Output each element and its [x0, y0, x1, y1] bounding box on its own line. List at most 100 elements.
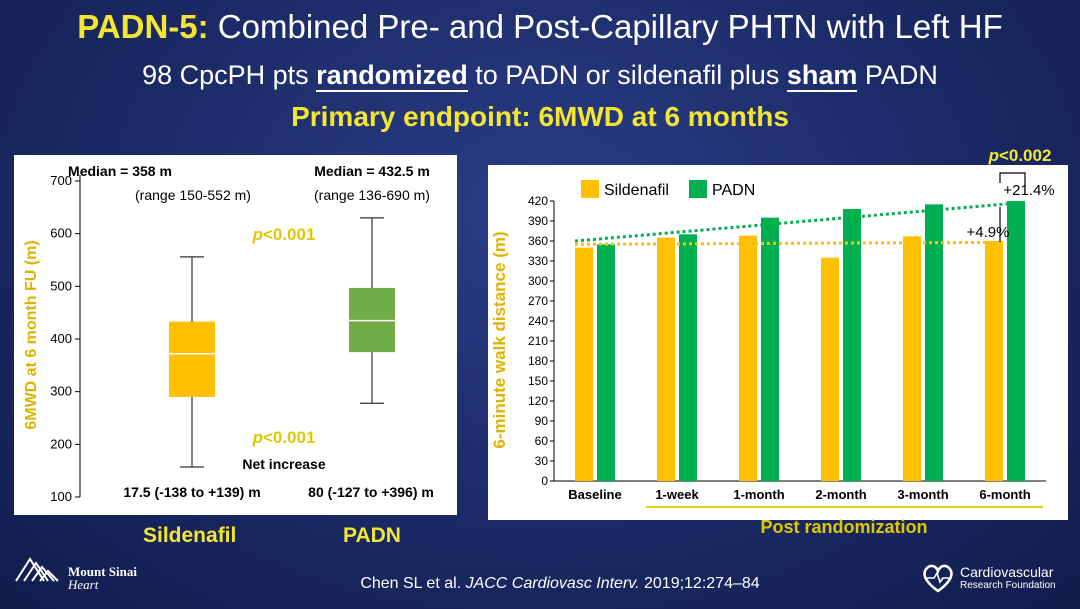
subtitle-part-5: PADN [857, 60, 938, 90]
barchart-tick-label: 180 [528, 354, 548, 368]
barchart-category-label: 2-month [815, 487, 866, 502]
barchart-tick-label: 240 [528, 314, 548, 328]
barchart-tick-label: 60 [535, 434, 549, 448]
barchart-tick-label: 420 [528, 194, 548, 208]
boxplot-y-axis: 100 200 300 400 500 600 700 [50, 173, 81, 504]
bar-padn-6-month [1007, 201, 1025, 481]
barchart-category-label: Baseline [568, 487, 621, 502]
barchart-tick-label: 270 [528, 294, 548, 308]
boxplot-groups [169, 217, 395, 468]
barchart-tick-label: 30 [535, 454, 549, 468]
bar-sildenafil-2-month [821, 257, 839, 481]
title-highlight: PADN-5: [77, 8, 209, 45]
barchart-tick-label: 360 [528, 234, 548, 248]
barchart-category-label: 3-month [897, 487, 948, 502]
sildenafil-median-label: Median = 358 m [68, 163, 172, 179]
bar-padn-1-week [679, 234, 697, 481]
padn-range-label: (range 136-690 m) [314, 187, 430, 203]
padn-net-label: 80 (-127 to +396) m [308, 484, 434, 500]
barchart-category-label: 1-week [655, 487, 699, 502]
bar-padn-2-month [843, 209, 861, 481]
barchart-tick-label: 150 [528, 374, 548, 388]
net-increase-label: Net increase [242, 456, 325, 472]
sildenafil-change-label: +4.9% [967, 224, 1010, 241]
boxplot-tick-label: 200 [50, 436, 72, 451]
primary-endpoint: Primary endpoint: 6MWD at 6 months [291, 101, 789, 132]
barchart-tick-label: 210 [528, 334, 548, 348]
boxplot-chart: 100 200 300 400 500 600 700 6MWD at 6 month FU… [14, 155, 457, 515]
boxplot-tick-label: 300 [50, 384, 72, 399]
bar-sildenafil-baseline [575, 247, 593, 481]
mount-sinai-mark-icon [15, 557, 59, 582]
mount-sinai-sub: Heart [68, 577, 99, 592]
padn-group-label: PADN [343, 524, 401, 547]
bar-padn-1-month [761, 217, 779, 481]
significance-bracket [999, 172, 1026, 187]
barchart-tick-label: 90 [535, 414, 549, 428]
title-rest: Combined Pre- and Post-Capillary PHTN wi… [208, 8, 1003, 45]
barchart-tick-label: 120 [528, 394, 548, 408]
mount-sinai-name: Mount Sinai [68, 564, 137, 579]
legend-sildenafil-label: Sildenafil [604, 182, 669, 199]
padn-change-label: +21.4% [1003, 182, 1054, 199]
boxplot-tick-label: 100 [50, 489, 72, 504]
boxplot-tick-label: 500 [50, 278, 72, 293]
boxplot-p-top-letter: p [252, 225, 263, 244]
bar-sildenafil-6-month [985, 241, 1003, 481]
subtitle-part-3: to PADN or sildenafil plus [467, 60, 787, 90]
citation-journal: JACC Cardiovasc Interv. [465, 575, 640, 592]
crf-logo: Cardiovascular Research Foundation [920, 562, 1056, 594]
crf-name: Cardiovascular [960, 564, 1054, 580]
barchart-category-label: 1-month [733, 487, 784, 502]
mount-sinai-logo: Mount Sinai Heart [14, 551, 137, 591]
bar-sildenafil-1-month [739, 235, 757, 481]
boxplot-y-label: 6MWD at 6 month FU (m) [23, 240, 40, 429]
boxplot-tick-label: 600 [50, 226, 72, 241]
slide-title: PADN-5: Combined Pre- and Post-Capillary… [0, 8, 1080, 46]
citation-prefix: Chen SL et al. [360, 575, 466, 592]
sildenafil-group-label: Sildenafil [143, 524, 237, 547]
boxplot-box-sildenafil [169, 321, 215, 397]
barchart-bars [575, 201, 1025, 482]
barchart-tick-label: 330 [528, 254, 548, 268]
boxplot-p-bottom-letter: p [252, 428, 263, 447]
boxplot-tick-label: 400 [50, 331, 72, 346]
barchart-p-letter: p [988, 146, 999, 165]
legend-sildenafil-swatch [581, 180, 599, 198]
barchart-p-value: p<0.002 [988, 146, 1052, 165]
subtitle-part-1: 98 CpcPH pts [142, 60, 317, 90]
crf-sub: Research Foundation [960, 580, 1056, 591]
bar-padn-baseline [597, 244, 615, 481]
boxplot-tick-label: 700 [50, 173, 72, 188]
boxplot-p-bottom: p<0.001 [252, 428, 316, 447]
subtitle-sham: sham [786, 60, 858, 92]
barchart-tick-label: 390 [528, 214, 548, 228]
trend-line-sildenafil [574, 240, 1004, 246]
sildenafil-net-label: 17.5 (-138 to +139) m [123, 484, 260, 500]
padn-median-label: Median = 432.5 m [314, 163, 430, 179]
bar-sildenafil-1-week [657, 237, 675, 481]
barchart-category-label: 6-month [979, 487, 1030, 502]
boxplot-p-top: p<0.001 [252, 225, 316, 244]
bar-sildenafil-3-month [903, 236, 921, 481]
subtitle-randomized: randomized [316, 60, 468, 92]
barchart-y-label: 6-minute walk distance (m) [490, 231, 509, 448]
barchart-p-number: <0.002 [999, 146, 1051, 165]
boxplot-p-top-value: <0.001 [263, 225, 315, 244]
barchart-x-labels: Baseline 1-week 1-month 2-month 3-month 6-mon… [568, 487, 1030, 502]
boxplot-p-bottom-value: <0.001 [263, 428, 315, 447]
barchart-y-axis: 0 30 60 90 120 150 180 210 240 270 300 330 360 390 420 [528, 194, 1046, 488]
barchart-tick-label: 300 [528, 274, 548, 288]
citation: Chen SL et al. JACC Cardiovasc Interv. 2… [300, 575, 820, 593]
slide-subtitle: 98 CpcPH pts randomized to PADN or silde… [0, 60, 1080, 92]
sildenafil-range-label: (range 150-552 m) [135, 187, 251, 203]
bar-padn-3-month [925, 204, 943, 482]
legend-padn-label: PADN [712, 182, 755, 199]
legend-padn-swatch [689, 180, 707, 198]
barchart-trend-lines [574, 200, 1026, 246]
crf-heart-icon [923, 564, 953, 593]
barchart-tick-label: 0 [541, 474, 548, 488]
barchart-x-label: Post randomization [760, 517, 927, 537]
citation-suffix: 2019;12:274–84 [639, 575, 760, 592]
bar-chart: 0 30 60 90 120 150 180 210 240 270 300 330 360 390 420… [488, 146, 1068, 537]
